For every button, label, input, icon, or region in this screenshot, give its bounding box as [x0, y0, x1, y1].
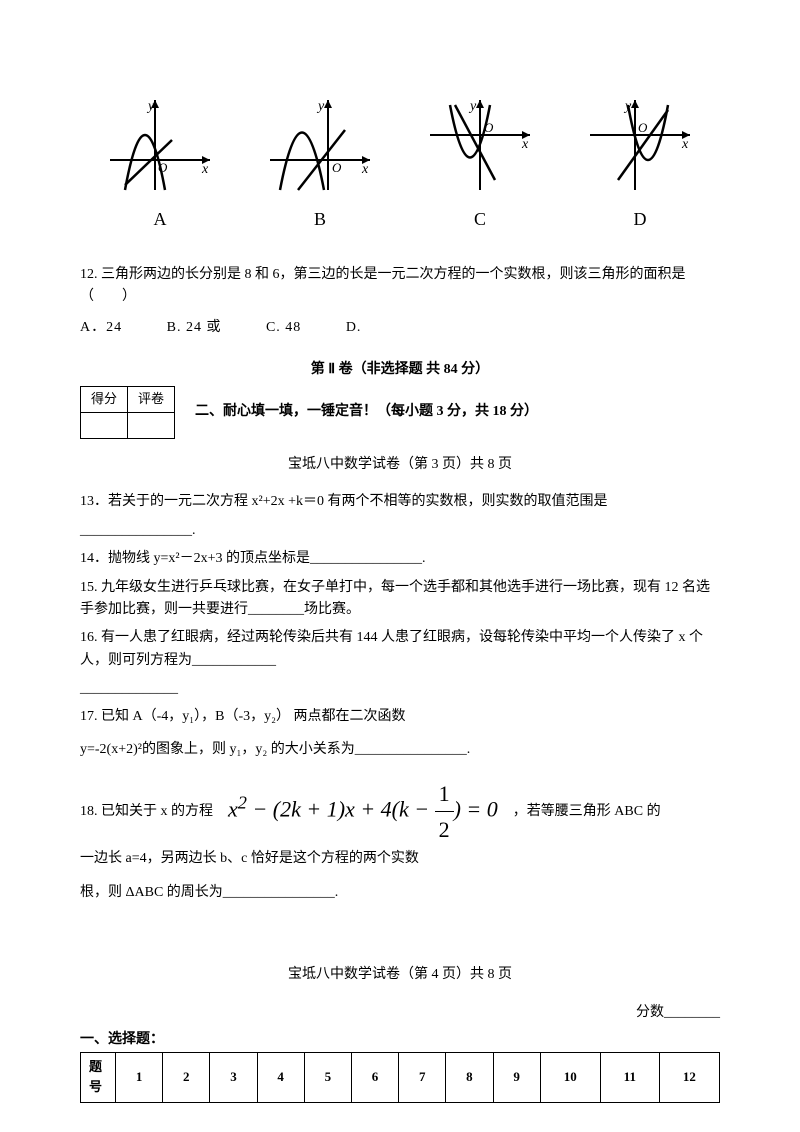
- option-12-b: B. 24 或: [167, 317, 222, 339]
- answer-col-8: 8: [446, 1052, 493, 1103]
- section-2-title: 第 Ⅱ 卷（非选择题 共 84 分）: [80, 359, 720, 381]
- svg-text:y: y: [146, 99, 155, 114]
- answer-title: 一、选择题：: [80, 1029, 720, 1051]
- question-18-suffix: ，若等腰三角形 ABC 的: [513, 801, 661, 823]
- question-17: 17. 已知 A（-4，y₁），B（-3，y₂） 两点都在二次函数: [80, 706, 720, 728]
- question-18-prefix: 18. 已知关于 x 的方程: [80, 801, 213, 823]
- question-16: 16. 有一人患了红眼病，经过两轮传染后共有 144 人患了红眼病，设每轮传染中…: [80, 627, 720, 672]
- page-footer-4: 宝坻八中数学试卷（第 4 页）共 8 页: [80, 964, 720, 986]
- question-13b: ________________.: [80, 520, 720, 542]
- graph-c-svg: y x O: [420, 90, 540, 200]
- graph-label-d: D: [634, 205, 647, 234]
- option-12-c: C. 48: [266, 317, 301, 339]
- score-cell-left: 得分: [81, 387, 128, 413]
- section-2-header-row: 得分 评卷 二、耐心填一填，一锤定音！（每小题 3 分，共 18 分）: [80, 386, 720, 439]
- question-13: 13．若关于的一元二次方程 x²+2x +k＝0 有两个不相等的实数根，则实数的…: [80, 491, 720, 513]
- score-empty-2: [128, 413, 175, 439]
- svg-text:O: O: [638, 120, 648, 135]
- answer-col-1: 1: [116, 1052, 163, 1103]
- answer-col-2: 2: [163, 1052, 210, 1103]
- graph-label-c: C: [474, 205, 486, 234]
- graph-option-a: y x O A: [100, 90, 220, 234]
- score-empty-1: [81, 413, 128, 439]
- answer-col-3: 3: [210, 1052, 257, 1103]
- question-18-line2: 一边长 a=4，另两边长 b、c 恰好是这个方程的两个实数: [80, 848, 720, 870]
- score-box-table: 得分 评卷: [80, 386, 175, 439]
- graph-label-a: A: [154, 205, 167, 234]
- answer-table: 题号 1 2 3 4 5 6 7 8 9 10 11 12: [80, 1052, 720, 1104]
- answer-table-header: 题号 1 2 3 4 5 6 7 8 9 10 11 12: [81, 1052, 720, 1103]
- question-18-equation: x2 − (2k + 1)x + 4(k − 12) = 0: [228, 776, 498, 847]
- question-18-row: 18. 已知关于 x 的方程 x2 − (2k + 1)x + 4(k − 12…: [80, 776, 720, 847]
- answer-score-label: 分数________: [80, 1002, 720, 1024]
- answer-col-11: 11: [600, 1052, 659, 1103]
- graph-a-svg: y x O: [100, 90, 220, 200]
- graph-option-d: y x O D: [580, 90, 700, 234]
- question-18-line3: 根，则 ΔABC 的周长为________________.: [80, 882, 720, 904]
- answer-col-12: 12: [659, 1052, 719, 1103]
- option-12-a: A．24: [80, 317, 122, 339]
- question-15: 15. 九年级女生进行乒乓球比赛，在女子单打中，每一个选手都和其他选手进行一场比…: [80, 577, 720, 622]
- svg-text:y: y: [316, 99, 325, 114]
- svg-text:O: O: [332, 160, 342, 175]
- answer-col-5: 5: [304, 1052, 351, 1103]
- svg-text:x: x: [521, 137, 529, 152]
- question-12: 12. 三角形两边的长分别是 8 和 6，第三边的长是一元二次方程的一个实数根，…: [80, 264, 720, 309]
- section-2-subtitle: 二、耐心填一填，一锤定音！（每小题 3 分，共 18 分）: [195, 401, 538, 423]
- answer-col-6: 6: [351, 1052, 398, 1103]
- answer-row-label: 题号: [81, 1052, 116, 1103]
- answer-section: 宝坻八中数学试卷（第 4 页）共 8 页 分数________ 一、选择题： 题…: [80, 964, 720, 1103]
- question-14: 14．抛物线 y=x²－2x+3 的顶点坐标是________________.: [80, 548, 720, 570]
- graph-options-row: y x O A y x O B y x O: [80, 90, 720, 234]
- page-footer-3: 宝坻八中数学试卷（第 3 页）共 8 页: [80, 454, 720, 476]
- graph-option-c: y x O C: [420, 90, 540, 234]
- graph-b-svg: y x O: [260, 90, 380, 200]
- svg-text:y: y: [468, 99, 477, 114]
- question-12-options: A．24 B. 24 或 C. 48 D.: [80, 317, 720, 339]
- score-cell-right: 评卷: [128, 387, 175, 413]
- answer-col-7: 7: [399, 1052, 446, 1103]
- question-16b: ______________: [80, 678, 720, 700]
- answer-col-4: 4: [257, 1052, 304, 1103]
- answer-col-9: 9: [493, 1052, 540, 1103]
- answer-col-10: 10: [540, 1052, 600, 1103]
- svg-text:x: x: [361, 162, 369, 177]
- graph-option-b: y x O B: [260, 90, 380, 234]
- question-17b: y=-2(x+2)²的图象上，则 y₁，y₂ 的大小关系为___________…: [80, 739, 720, 761]
- graph-label-b: B: [314, 205, 326, 234]
- svg-text:x: x: [201, 162, 209, 177]
- svg-text:x: x: [681, 137, 689, 152]
- option-12-d: D.: [346, 317, 362, 339]
- graph-d-svg: y x O: [580, 90, 700, 200]
